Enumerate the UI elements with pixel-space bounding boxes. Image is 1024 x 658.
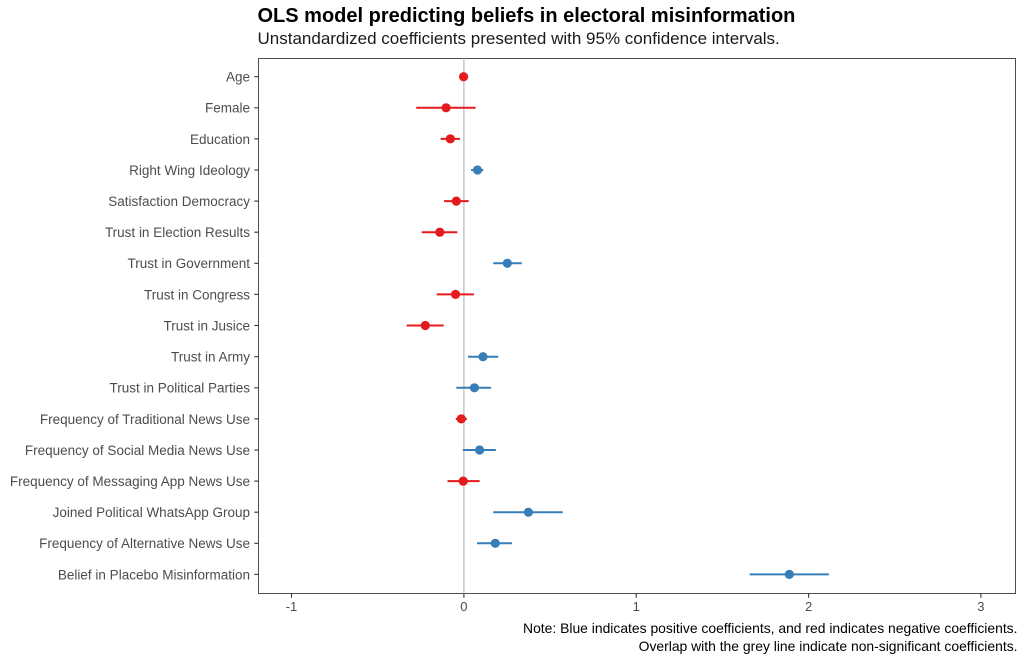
svg-text:-1: -1 (286, 599, 298, 614)
svg-text:Overlap with the grey line ind: Overlap with the grey line indicate non-… (639, 638, 1018, 654)
svg-text:Note: Blue indicates positive: Note: Blue indicates positive coefficien… (523, 620, 1017, 636)
svg-text:Trust in Political Parties: Trust in Political Parties (109, 381, 250, 396)
svg-text:Education: Education (190, 132, 250, 147)
svg-text:Unstandardized coefficients pr: Unstandardized coefficients presented wi… (258, 29, 780, 48)
svg-text:OLS model predicting beliefs i: OLS model predicting beliefs in electora… (258, 5, 796, 27)
svg-text:Right Wing Ideology: Right Wing Ideology (129, 163, 250, 178)
svg-text:Trust in Government: Trust in Government (127, 256, 250, 271)
svg-text:Frequency of Alternative News: Frequency of Alternative News Use (39, 536, 250, 551)
svg-text:Trust in Election Results: Trust in Election Results (105, 225, 250, 240)
svg-text:3: 3 (977, 599, 984, 614)
svg-text:Satisfaction Democracy: Satisfaction Democracy (108, 194, 250, 209)
svg-text:Trust in Army: Trust in Army (171, 350, 250, 365)
svg-text:2: 2 (805, 599, 812, 614)
svg-text:Frequency of Social Media News: Frequency of Social Media News Use (25, 443, 250, 458)
svg-text:Belief in Placebo Misinformati: Belief in Placebo Misinformation (58, 567, 250, 582)
svg-text:Female: Female (205, 101, 250, 116)
svg-text:Joined Political WhatsApp Grou: Joined Political WhatsApp Group (53, 505, 250, 520)
svg-text:0: 0 (460, 599, 467, 614)
svg-text:Age: Age (226, 70, 250, 85)
svg-text:1: 1 (633, 599, 640, 614)
svg-text:Frequency of Messaging App New: Frequency of Messaging App News Use (10, 474, 250, 489)
svg-text:Frequency of Traditional News: Frequency of Traditional News Use (40, 412, 250, 427)
svg-text:Trust in Jusice: Trust in Jusice (163, 318, 250, 333)
svg-text:Trust in Congress: Trust in Congress (144, 287, 250, 302)
